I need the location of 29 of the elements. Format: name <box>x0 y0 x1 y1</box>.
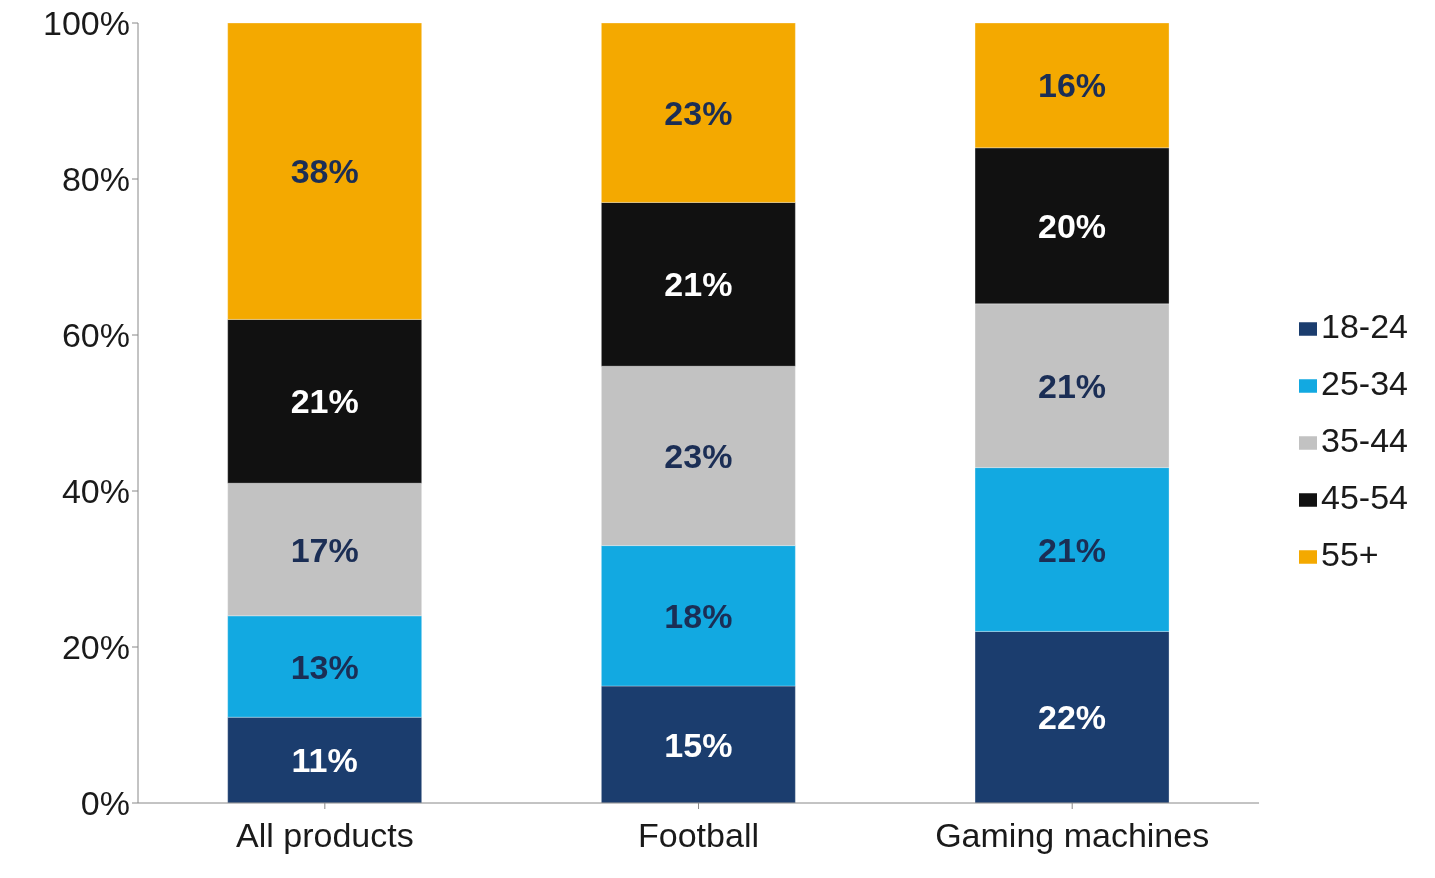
x-tick-label: Gaming machines <box>935 816 1210 855</box>
y-tick-label: 0% <box>80 784 130 823</box>
data-label: 38% <box>290 152 359 191</box>
x-tick-label: All products <box>236 816 414 855</box>
data-label: 18% <box>664 596 733 635</box>
data-label: 21% <box>1038 366 1107 405</box>
data-label: 11% <box>291 741 358 780</box>
data-label: 21% <box>290 382 359 421</box>
data-label: 21% <box>1038 530 1107 569</box>
data-label: 23% <box>664 436 733 475</box>
y-tick-label: 40% <box>61 472 130 511</box>
legend-label: 45-54 <box>1321 478 1408 516</box>
legend-label: 55+ <box>1321 535 1379 573</box>
data-label: 16% <box>1038 66 1107 105</box>
x-tick-label: Football <box>638 816 759 855</box>
data-label: 13% <box>290 647 359 686</box>
legend-label: 18-24 <box>1321 307 1408 345</box>
data-label: 23% <box>664 93 733 132</box>
data-label: 21% <box>664 265 733 304</box>
y-tick-label: 60% <box>61 316 130 355</box>
data-label: 22% <box>1038 698 1107 737</box>
data-label: 20% <box>1038 206 1107 245</box>
y-tick-label: 20% <box>61 628 130 667</box>
legend-label: 35-44 <box>1321 421 1408 459</box>
y-tick-label: 100% <box>43 4 130 43</box>
data-label: 15% <box>664 725 733 764</box>
y-tick-label: 80% <box>61 160 130 199</box>
data-label: 17% <box>290 530 359 569</box>
legend-label: 25-34 <box>1321 364 1408 402</box>
